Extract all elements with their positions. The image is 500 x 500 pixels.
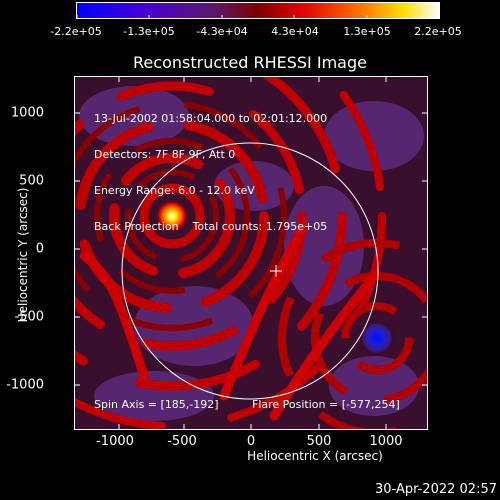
render-timestamp: 30-Apr-2022 02:57 xyxy=(375,482,497,497)
colorbar-tick: 1.3e+05 xyxy=(343,25,391,38)
colorbar-tick: -4.3e+04 xyxy=(196,25,248,38)
x-tick-label: -500 xyxy=(167,434,197,449)
info-line-method: Back Projection Total counts: 1.795e+05 xyxy=(94,220,328,233)
solar-disk-limb xyxy=(121,142,379,400)
y-axis-label: Heliocentric Y (arcsec) xyxy=(16,187,30,323)
y-tick-label: -500 xyxy=(14,309,44,325)
spin-axis-marker xyxy=(270,265,282,277)
image-title: Reconstructed RHESSI Image xyxy=(133,53,367,72)
y-tick-label: 500 xyxy=(19,173,44,189)
colorbar-tick: 4.3e+04 xyxy=(271,25,319,38)
x-tick-label: 0 xyxy=(246,434,256,449)
x-tick-label: 500 xyxy=(306,434,332,449)
y-tick-label: -1000 xyxy=(6,377,44,393)
info-line-time-range: 13-Jul-2002 01:58:04.000 to 02:01:12.000 xyxy=(94,112,328,125)
rhessi-image-canvas xyxy=(74,76,428,430)
colorbar-tick: -2.2e+05 xyxy=(50,25,102,38)
image-info-block: 13-Jul-2002 01:58:04.000 to 02:01:12.000… xyxy=(94,89,327,245)
x-axis-label: Heliocentric X (arcsec) xyxy=(247,449,383,463)
spin-axis-label: Spin Axis = [185,-192] xyxy=(94,398,219,411)
rhessi-image xyxy=(74,76,428,430)
colorbar-tick: -1.3e+05 xyxy=(123,25,175,38)
colorbar-tick: 2.2e+05 xyxy=(414,25,462,38)
y-tick-label: 1000 xyxy=(10,105,44,121)
info-line-detectors: Detectors: 7F 8F 9F, Att 0 xyxy=(94,148,236,161)
colorbar-gradient xyxy=(76,2,440,19)
flare-position-label: Flare Position = [-577,254] xyxy=(252,398,400,411)
y-tick-label: 0 xyxy=(35,241,44,257)
x-tick-label: 1000 xyxy=(369,434,403,449)
colorbar xyxy=(76,2,440,19)
x-tick-label: -1000 xyxy=(96,434,134,449)
info-line-energy: Energy Range: 6.0 - 12.0 keV xyxy=(94,184,255,197)
